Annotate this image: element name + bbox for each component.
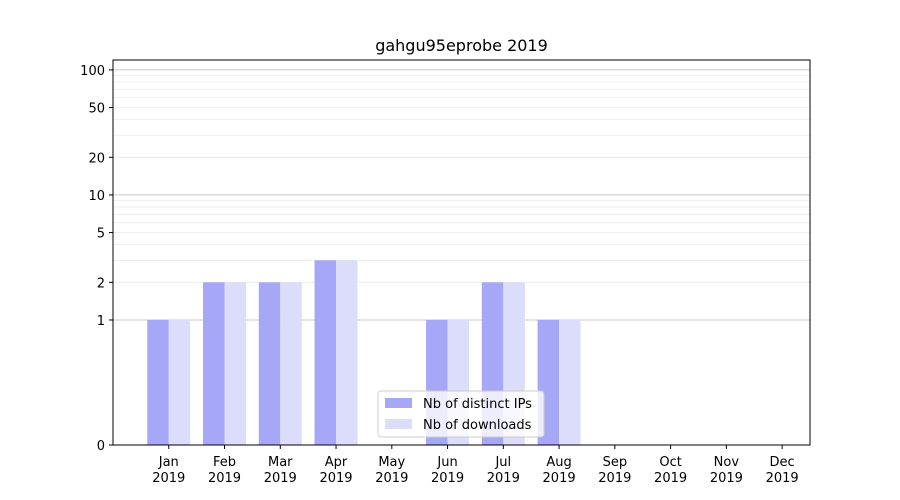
grid-lines xyxy=(113,69,810,321)
x-tick-label: Mar 2019 xyxy=(264,455,297,486)
y-tick-label: 20 xyxy=(88,151,105,166)
legend-label-distinct-ips: Nb of distinct IPs xyxy=(423,397,532,412)
bar-downloads-8 xyxy=(559,319,581,445)
x-tick-label: Feb 2019 xyxy=(208,455,241,486)
x-tick-label: Dec 2019 xyxy=(766,455,799,486)
y-tick-label: 50 xyxy=(88,102,105,117)
bar-downloads-2 xyxy=(224,282,247,445)
y-tick-label: 5 xyxy=(97,227,105,242)
legend-swatch-distinct-ips xyxy=(385,398,412,408)
y-tick-label: 0 xyxy=(97,439,105,454)
y-tick-label: 100 xyxy=(80,64,105,79)
x-tick-label: Apr 2019 xyxy=(319,455,352,486)
legend-box xyxy=(377,390,545,438)
legend[interactable]: Nb of distinct IPs Nb of downloads xyxy=(377,390,545,438)
x-tick-label: May 2019 xyxy=(375,455,408,486)
y-tick-label: 10 xyxy=(88,189,105,204)
bar-distinct-ips-3 xyxy=(258,282,281,445)
bar-distinct-ips-4 xyxy=(314,260,337,445)
bar-distinct-ips-2 xyxy=(203,282,225,445)
x-axis: Jan 2019 Feb 2019 Mar 2019 Apr 2019 May 2019 Jun 20… xyxy=(152,445,799,486)
bar-downloads-4 xyxy=(336,260,358,445)
x-tick-label: Jan 2019 xyxy=(152,455,185,486)
bar-downloads-3 xyxy=(280,282,302,445)
x-tick-label: Nov 2019 xyxy=(710,455,743,486)
plot-frame xyxy=(112,59,811,446)
legend-swatch-downloads xyxy=(385,419,412,429)
bar-distinct-ips-1 xyxy=(147,319,169,445)
x-tick-label: Oct 2019 xyxy=(654,455,687,486)
x-tick-label: Jul 2019 xyxy=(487,455,520,486)
chart-title: gahgu95eprobe 2019 xyxy=(375,36,548,55)
bar-downloads-1 xyxy=(168,319,191,445)
x-tick-label: Aug 2019 xyxy=(543,455,576,486)
y-axis: 0 1 2 5 10 20 50 100 xyxy=(80,64,113,454)
legend-label-downloads: Nb of downloads xyxy=(423,418,532,433)
y-tick-label: 2 xyxy=(97,276,105,291)
x-tick-label: Jun 2019 xyxy=(431,455,464,486)
y-tick-label: 1 xyxy=(97,314,105,329)
x-tick-label: Sep 2019 xyxy=(598,455,631,486)
